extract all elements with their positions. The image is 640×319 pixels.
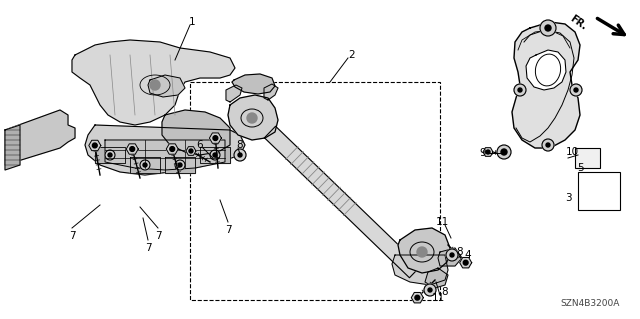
Text: SZN4B3200A: SZN4B3200A [561, 299, 620, 308]
Circle shape [424, 284, 436, 296]
Bar [575, 148, 600, 168]
Text: 7: 7 [155, 231, 161, 241]
Circle shape [501, 149, 507, 155]
Polygon shape [85, 125, 245, 175]
Polygon shape [264, 126, 420, 278]
Circle shape [105, 150, 115, 160]
Polygon shape [392, 255, 448, 285]
Circle shape [92, 143, 97, 148]
Polygon shape [512, 22, 580, 148]
Text: FR.: FR. [568, 14, 588, 32]
Text: 2: 2 [349, 50, 355, 60]
Polygon shape [460, 257, 472, 268]
Circle shape [450, 253, 454, 257]
Polygon shape [232, 74, 275, 94]
Circle shape [238, 153, 242, 157]
Text: 5: 5 [577, 163, 583, 173]
Polygon shape [483, 148, 493, 156]
Text: 7: 7 [225, 225, 231, 235]
Text: 3: 3 [564, 193, 572, 203]
Polygon shape [228, 95, 278, 140]
Circle shape [130, 147, 134, 152]
Circle shape [140, 160, 150, 170]
Circle shape [417, 247, 427, 257]
Circle shape [247, 113, 257, 123]
Polygon shape [95, 147, 125, 163]
Polygon shape [5, 110, 75, 165]
Circle shape [542, 139, 554, 151]
Text: 1: 1 [189, 17, 195, 27]
Text: 10: 10 [565, 147, 579, 157]
Polygon shape [226, 85, 242, 102]
Polygon shape [264, 84, 278, 100]
Text: 11: 11 [431, 293, 445, 303]
Circle shape [213, 153, 217, 157]
Polygon shape [72, 40, 235, 125]
Polygon shape [166, 144, 178, 154]
Circle shape [463, 260, 468, 265]
Polygon shape [162, 110, 230, 155]
Circle shape [446, 249, 458, 261]
Polygon shape [398, 228, 450, 273]
Polygon shape [438, 248, 462, 266]
Polygon shape [200, 147, 230, 163]
Text: 11: 11 [435, 217, 449, 227]
Circle shape [415, 295, 420, 300]
Circle shape [210, 150, 220, 160]
Text: 4: 4 [465, 250, 471, 260]
Circle shape [546, 143, 550, 147]
Polygon shape [89, 140, 100, 151]
Polygon shape [165, 157, 195, 173]
Text: 8: 8 [237, 140, 243, 150]
Polygon shape [425, 268, 448, 288]
Bar [190, 82, 440, 300]
Polygon shape [130, 157, 160, 173]
Text: 8: 8 [457, 247, 463, 257]
Polygon shape [148, 75, 185, 97]
Text: 7: 7 [145, 243, 151, 253]
Text: 9: 9 [480, 148, 486, 158]
Polygon shape [526, 50, 566, 90]
Polygon shape [412, 293, 423, 303]
Bar [578, 172, 620, 210]
Circle shape [486, 150, 490, 154]
Circle shape [518, 88, 522, 92]
Text: 8: 8 [442, 287, 448, 297]
Circle shape [570, 84, 582, 96]
Circle shape [514, 84, 526, 96]
Circle shape [108, 153, 112, 157]
Circle shape [175, 160, 185, 170]
Polygon shape [126, 144, 138, 154]
Polygon shape [105, 140, 225, 170]
Circle shape [428, 288, 432, 292]
Polygon shape [186, 147, 196, 155]
Circle shape [574, 88, 578, 92]
Circle shape [545, 25, 551, 31]
Circle shape [497, 145, 511, 159]
Text: 6: 6 [196, 140, 204, 150]
Circle shape [170, 147, 175, 152]
Text: 7: 7 [68, 231, 76, 241]
Circle shape [150, 80, 160, 90]
Circle shape [234, 149, 246, 161]
Circle shape [143, 163, 147, 167]
Circle shape [540, 20, 556, 36]
Polygon shape [5, 125, 20, 170]
Polygon shape [209, 133, 221, 143]
Circle shape [189, 149, 193, 153]
Circle shape [213, 136, 218, 140]
Circle shape [178, 163, 182, 167]
